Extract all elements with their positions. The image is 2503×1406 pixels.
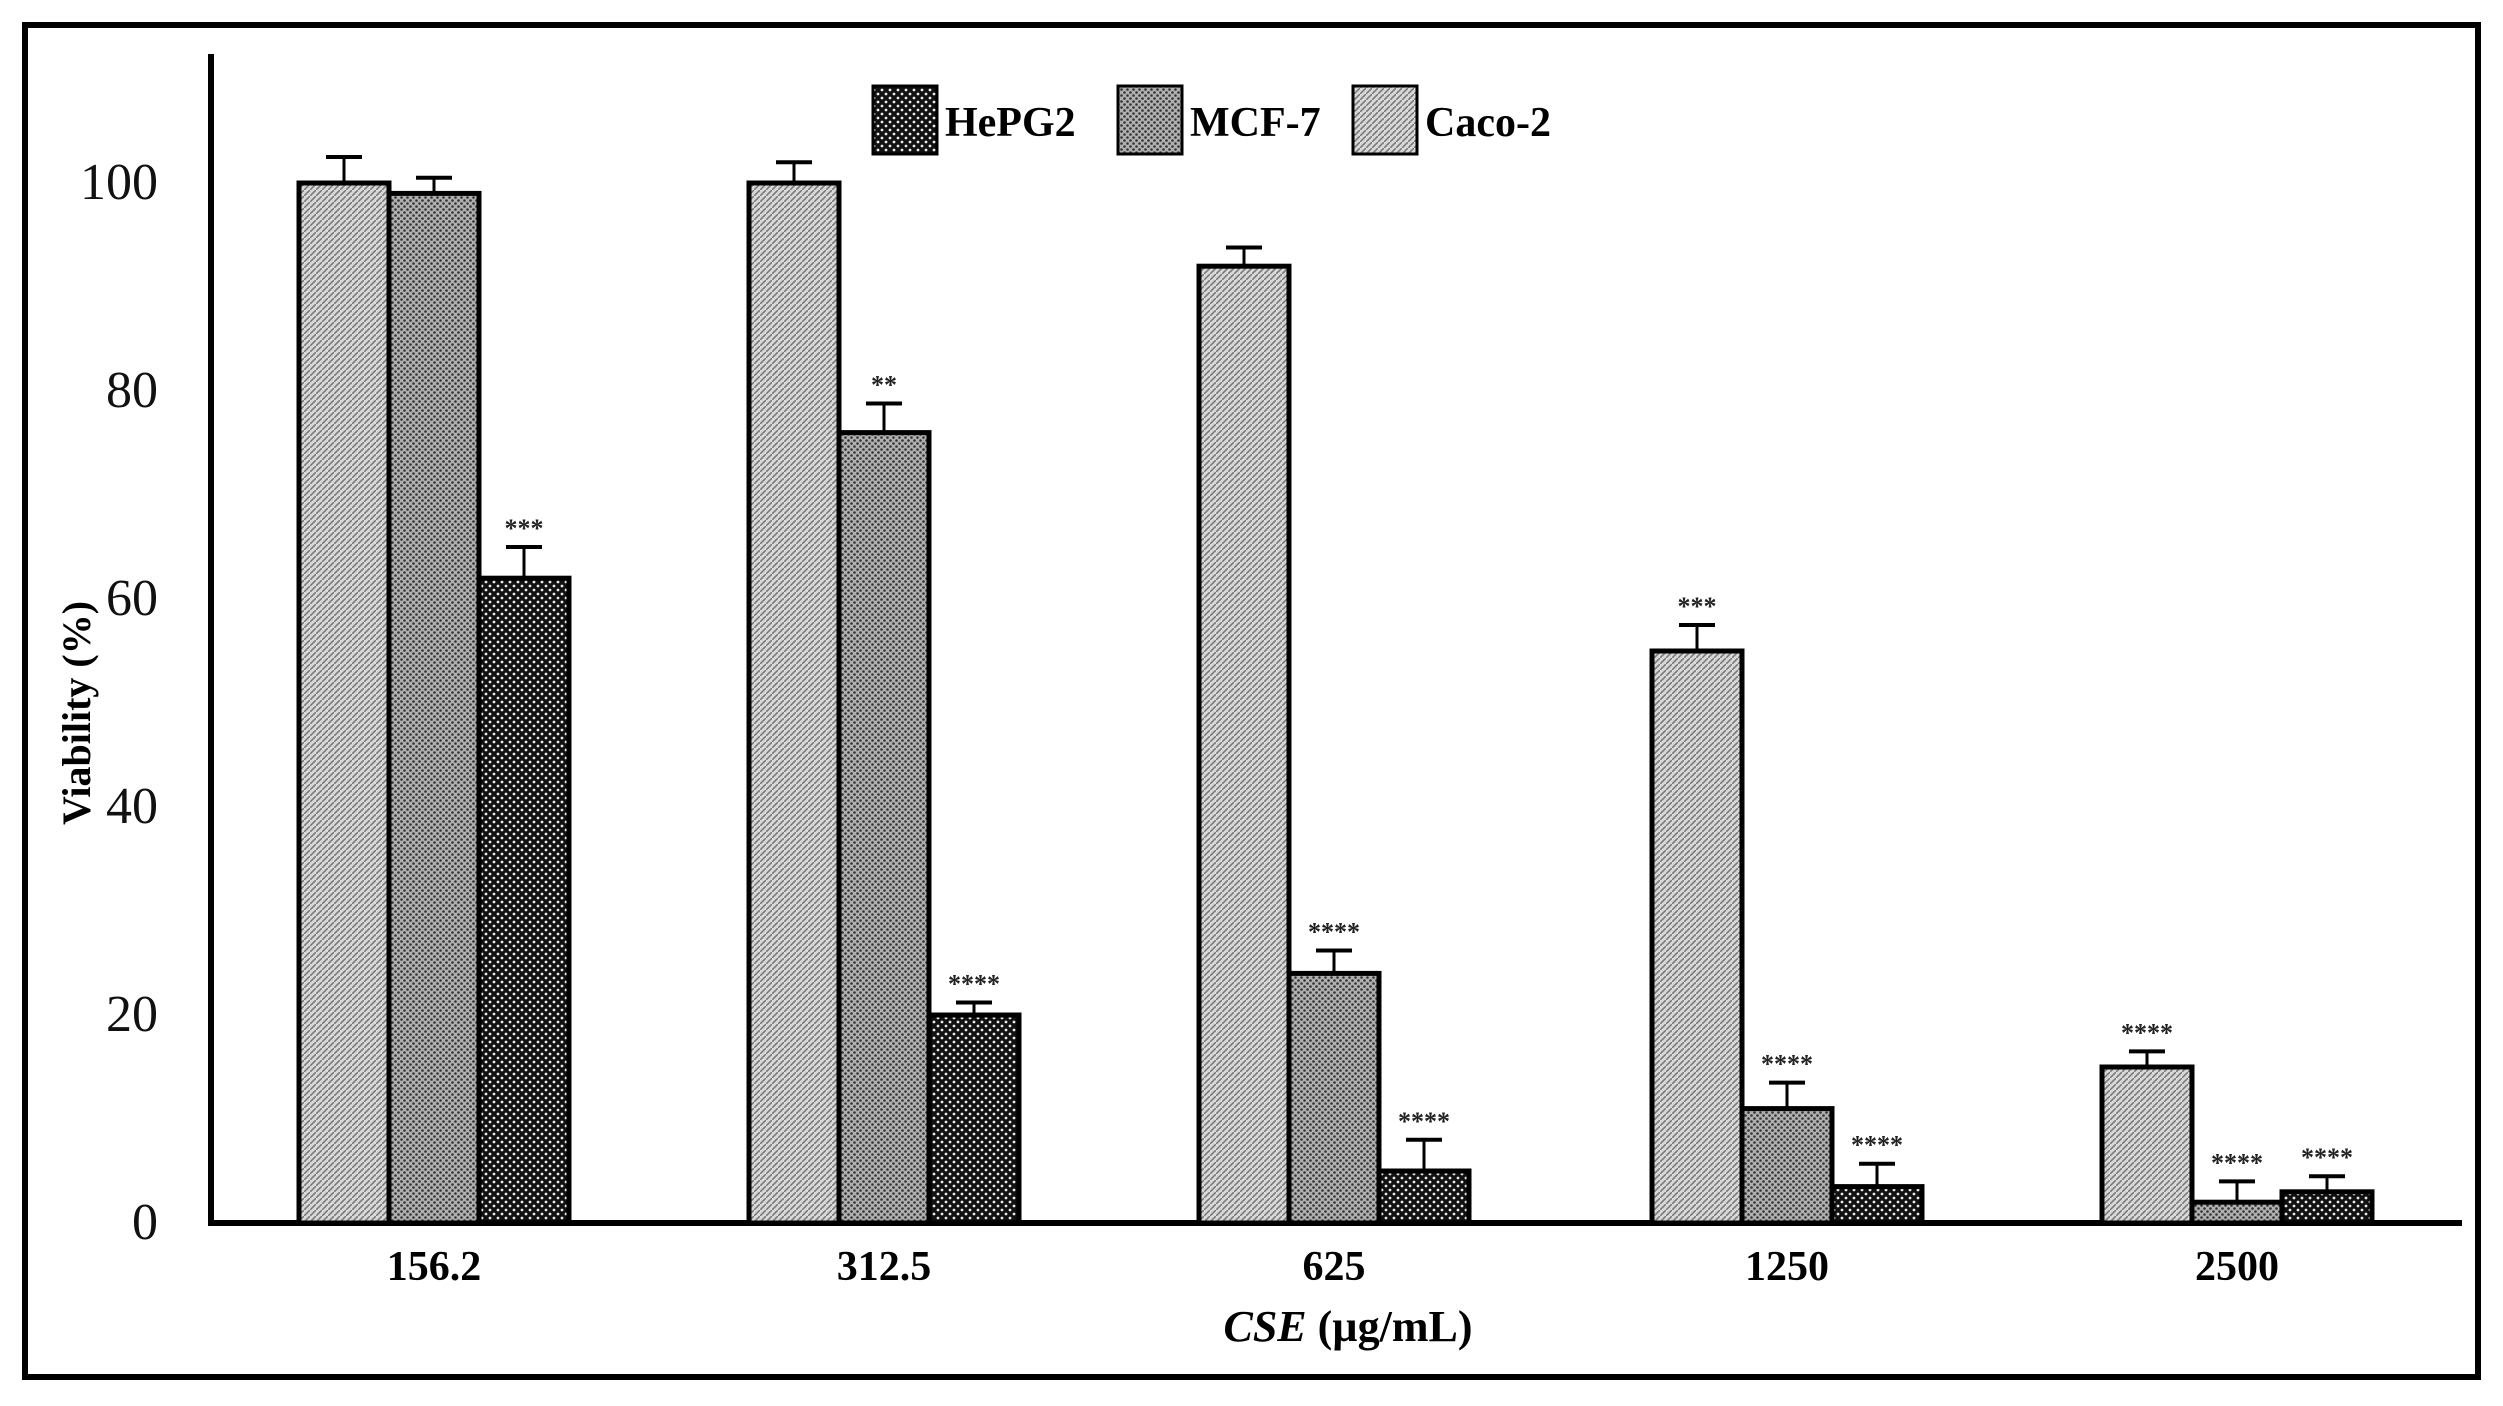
x-axis-title-italic: CSE	[1223, 1302, 1306, 1351]
bar-caco2-2500	[2099, 1064, 2195, 1226]
bar-caco2-312.5	[746, 180, 842, 1226]
y-tick-label: 100	[80, 154, 158, 211]
significance-label: **	[871, 370, 897, 399]
bar-hepg2-625	[1376, 1168, 1472, 1226]
legend-label-mcf7: MCF-7	[1190, 100, 1321, 146]
y-axis-title: Viability (%)	[54, 601, 99, 825]
significance-label: ****	[2121, 1018, 2173, 1047]
bar-hepg2-312.5	[926, 1012, 1022, 1226]
significance-label: ***	[505, 514, 544, 543]
bar-mcf7-312.5	[836, 430, 932, 1226]
bar-mcf7-2500	[2189, 1199, 2285, 1226]
legend-label-hepg2: HePG2	[945, 100, 1076, 146]
bar-mcf7-156.2	[386, 190, 482, 1226]
significance-label: ***	[1678, 592, 1717, 621]
y-tick-label: 40	[106, 778, 158, 835]
legend-label-caco2: Caco-2	[1425, 100, 1551, 146]
legend: HePG2 MCF-7 Caco-2	[871, 84, 1551, 156]
legend-swatch-hepg2	[871, 84, 939, 156]
significance-label: ****	[1851, 1131, 1903, 1160]
bars: ************************************ ****	[296, 155, 2375, 1226]
bar-mcf7-1250	[1739, 1106, 1835, 1226]
x-tick-label: 1250	[1745, 1244, 1829, 1290]
figure-frame: 0 20 40 60 80 100 *** ** **** **** **** *** **** ***…	[22, 22, 2481, 1380]
bar-caco2-156.2	[296, 180, 392, 1226]
significance-label: ****	[1308, 918, 1360, 947]
y-tick-label: 60	[106, 570, 158, 627]
x-tick-label: 625	[1303, 1244, 1366, 1290]
x-tick-label: 2500	[2195, 1244, 2279, 1290]
x-axis-title: CSE (µg/mL)	[1223, 1302, 1472, 1351]
bar-caco2-1250	[1649, 648, 1745, 1226]
significance-label: ****	[948, 970, 1000, 999]
significance-label: ****	[1398, 1107, 1450, 1136]
y-tick-label: 0	[132, 1194, 158, 1251]
legend-swatch-mcf7	[1116, 84, 1184, 156]
significance-label: ****	[1761, 1050, 1813, 1079]
x-tick-label: 312.5	[837, 1244, 932, 1290]
y-tick-label: 80	[106, 362, 158, 419]
bar-hepg2-1250	[1829, 1184, 1925, 1226]
significance-label: ****	[2301, 1143, 2353, 1172]
bar-caco2-625	[1196, 263, 1292, 1226]
x-tick-labels: 156.2 312.5 625 1250 2500	[387, 1244, 2279, 1290]
bar-hepg2-2500	[2279, 1189, 2375, 1226]
bar-mcf7-625	[1286, 970, 1382, 1226]
x-axis-title-units: (µg/mL)	[1307, 1302, 1473, 1351]
x-tick-label: 156.2	[387, 1244, 482, 1290]
legend-swatch-caco2	[1351, 84, 1419, 156]
y-tick-labels: 0 20 40 60 80 100	[80, 154, 158, 1251]
bar-hepg2-156.2	[476, 575, 572, 1226]
significance-label: ****	[2211, 1148, 2263, 1177]
y-tick-label: 20	[106, 986, 158, 1043]
